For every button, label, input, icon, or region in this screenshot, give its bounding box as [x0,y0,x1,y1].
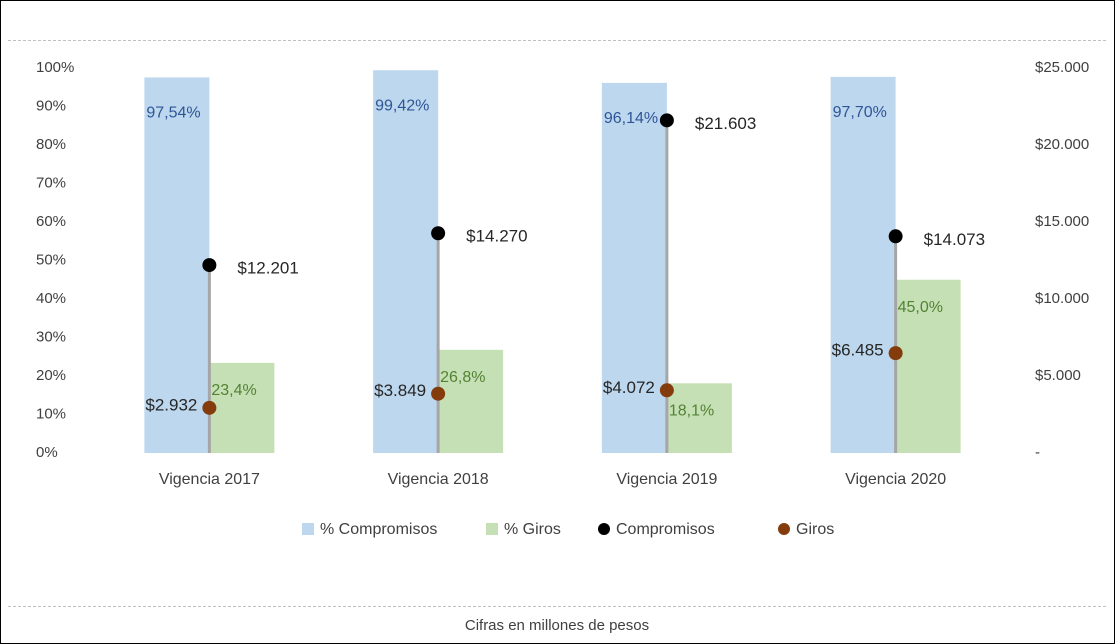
bar-label: 26,8% [440,369,485,386]
bar-label: 97,70% [833,104,887,121]
legend-swatch [598,523,610,535]
y-tick-label: 0% [36,444,58,461]
point [431,226,446,241]
point-label: $4.072 [603,378,655,397]
y-tick-label: 70% [36,174,66,191]
bar [209,362,275,453]
point-label: $3.849 [374,381,426,400]
bar-label: 45,0% [898,299,943,316]
y-tick-label: 90% [36,97,66,114]
legend-swatch [486,523,498,535]
y-tick-label: 40% [36,290,66,307]
bar [144,77,210,453]
bar-label: 96,14% [604,110,658,127]
y-tick-label: 30% [36,328,66,345]
y-tick-label: 100% [36,59,74,76]
bar [601,82,667,454]
y-tick-label: 60% [36,213,66,230]
point-label: $12.201 [237,259,298,278]
y2-tick-label: $15.000 [1035,213,1089,230]
point-label: $6.485 [832,341,884,360]
y2-tick-label: - [1035,444,1040,461]
y2-tick-label: $25.000 [1035,59,1089,76]
bar [438,349,504,453]
bar [895,279,961,453]
legend-label: % Giros [504,521,561,538]
point-label: $14.270 [466,227,527,246]
y-tick-label: 20% [36,367,66,384]
y2-tick-label: $10.000 [1035,290,1089,307]
point-label: $21.603 [695,114,756,133]
legend-label: % Compromisos [320,521,437,538]
bar [373,70,439,453]
x-tick-label: Vigencia 2018 [388,471,489,488]
bar [830,76,896,453]
legend-label: Giros [796,521,834,538]
point [659,383,674,398]
x-tick-label: Vigencia 2020 [845,471,946,488]
x-tick-label: Vigencia 2019 [616,471,717,488]
point-label: $2.932 [145,395,197,414]
y2-tick-label: $5.000 [1035,367,1081,384]
legend-swatch [778,523,790,535]
x-tick-label: Vigencia 2017 [159,471,260,488]
point-label: $14.073 [924,230,985,249]
y2-tick-label: $20.000 [1035,136,1089,153]
point [202,258,217,273]
bar-label: 99,42% [375,97,429,114]
y-tick-label: 80% [36,136,66,153]
y-tick-label: 50% [36,251,66,268]
y-tick-label: 10% [36,405,66,422]
point [888,229,903,244]
legend-swatch [302,523,314,535]
point [431,386,446,401]
bar-label: 18,1% [669,403,714,420]
bar-label: 97,54% [146,105,200,122]
bar [666,383,732,453]
bar-label: 23,4% [211,382,256,399]
point [202,400,217,415]
point [659,113,674,128]
legend-label: Compromisos [616,521,715,538]
point [888,346,903,361]
footnote: Cifras en millones de pesos [465,617,649,634]
